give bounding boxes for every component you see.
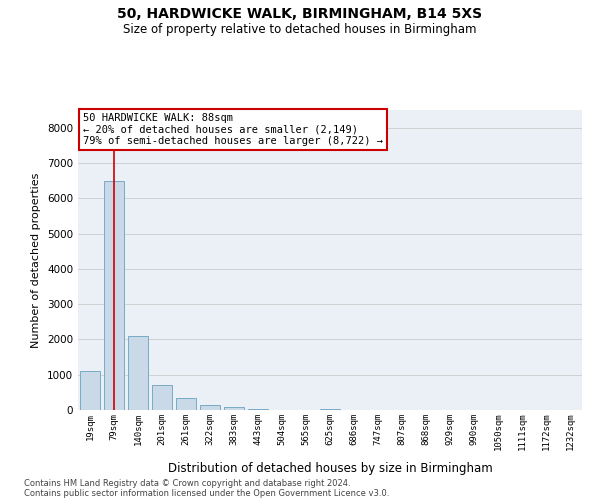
Text: 50 HARDWICKE WALK: 88sqm
← 20% of detached houses are smaller (2,149)
79% of sem: 50 HARDWICKE WALK: 88sqm ← 20% of detach… [83,113,383,146]
Bar [320,409,340,410]
Bar [248,408,268,410]
Bar [80,371,100,410]
X-axis label: Distribution of detached houses by size in Birmingham: Distribution of detached houses by size … [167,462,493,474]
Bar [200,404,220,410]
Text: 50, HARDWICKE WALK, BIRMINGHAM, B14 5XS: 50, HARDWICKE WALK, BIRMINGHAM, B14 5XS [118,8,482,22]
Text: Contains HM Land Registry data © Crown copyright and database right 2024.: Contains HM Land Registry data © Crown c… [24,478,350,488]
Bar [224,408,244,410]
Bar [104,180,124,410]
Bar [152,386,172,410]
Text: Size of property relative to detached houses in Birmingham: Size of property relative to detached ho… [123,22,477,36]
Text: Contains public sector information licensed under the Open Government Licence v3: Contains public sector information licen… [24,488,389,498]
Y-axis label: Number of detached properties: Number of detached properties [31,172,41,348]
Bar [128,336,148,410]
Bar [176,398,196,410]
